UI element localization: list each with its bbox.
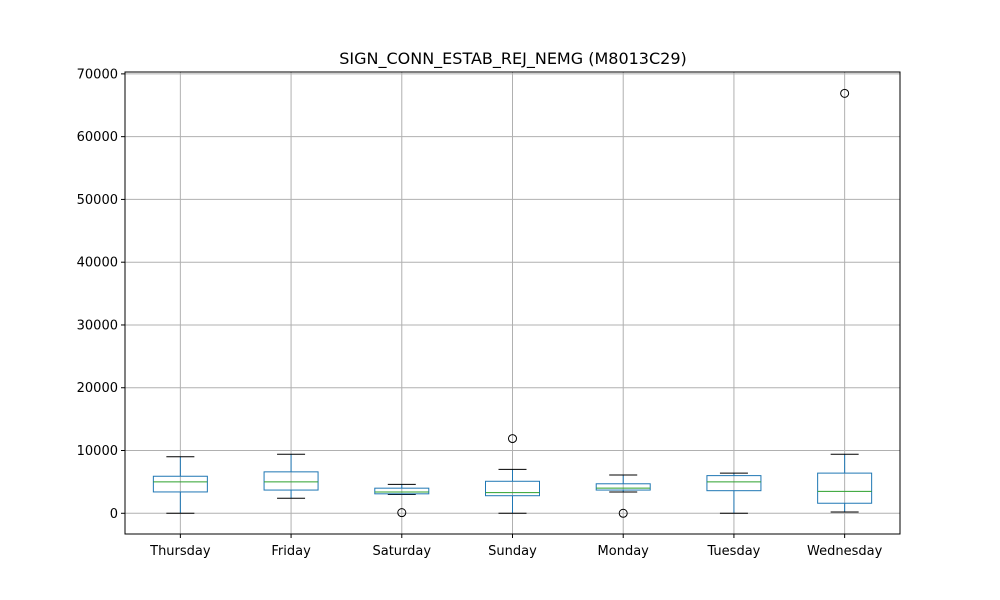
outlier-point [397,508,407,518]
chart-title: SIGN_CONN_ESTAB_REJ_NEMG (M8013C29) [339,49,687,69]
outlier-point [508,434,517,444]
y-tick-label: 70000 [77,67,118,82]
y-tick-label: 30000 [77,318,118,333]
box-tuesday [706,472,762,514]
y-axis: 0 10000 20000 30000 40000 50000 60000 70000 [77,67,125,522]
box-friday [263,453,319,499]
y-tick-label: 50000 [77,193,118,208]
x-tick-label: Monday [598,544,650,559]
y-tick-label: 0 [110,507,118,522]
box-saturday [374,483,430,518]
iqr-box [595,483,651,491]
outlier-point [840,88,850,98]
y-tick-label: 60000 [77,130,118,145]
x-axis: Thursday Friday Saturday Sunday Monday Tuesda… [149,534,883,559]
box-sunday [485,434,540,514]
iqr-box [263,471,319,491]
grid [125,72,900,534]
iqr-box [485,480,540,497]
x-tick-label: Saturday [372,544,431,559]
iqr-box [152,475,208,493]
y-tick-label: 40000 [77,256,118,271]
plot-frame [124,71,901,535]
x-tick-label: Tuesday [706,544,760,559]
y-tick-label: 10000 [77,444,118,459]
boxes [152,88,873,518]
iqr-box [374,487,430,495]
box-wednesday [817,88,873,513]
box-thursday [152,456,208,514]
iqr-box [706,475,762,492]
y-tick-label: 20000 [77,381,118,396]
x-tick-label: Friday [271,544,311,559]
x-tick-label: Wednesday [807,544,883,559]
iqr-box [817,472,873,504]
x-tick-label: Thursday [149,544,211,559]
x-tick-label: Sunday [488,544,537,559]
outlier-point [618,508,628,518]
box-monday [595,474,651,518]
